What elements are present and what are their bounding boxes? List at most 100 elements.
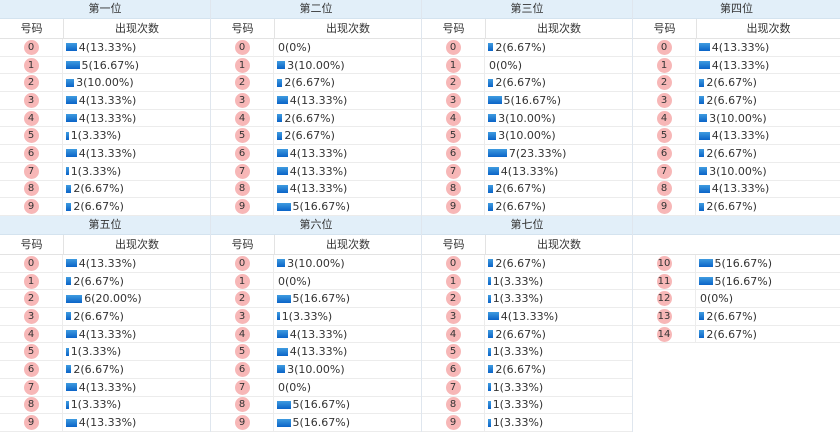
count-bar [66,149,77,158]
count-value: 5(16.67%) [714,274,773,288]
count-value: 1(3.33%) [492,292,544,306]
number-column-header: 号码 [0,19,64,38]
table-row: 1 1(3.33%) [422,272,632,291]
number-cell: 6 [0,361,63,378]
number-cell: 3 [422,308,485,325]
number-cell: 9 [422,198,485,215]
table-row: 8 1(3.33%) [422,396,632,415]
count-bar [699,277,713,286]
number-cell: 5 [633,127,696,145]
count-bar [699,114,708,123]
count-value: 4(13.33%) [289,164,348,178]
number-ball: 6 [234,361,250,377]
number-ball: 7 [234,163,250,179]
table-row: 8 2(6.67%) [422,180,632,199]
count-value: 2(6.67%) [73,200,124,214]
number-ball: 2 [23,291,39,307]
count-value: 3(10.00%) [287,256,345,270]
number-cell: 3 [422,92,485,109]
table-row: 9 5(16.67%) [211,198,421,216]
number-cell: 1 [422,272,485,290]
count-value: 5(16.67%) [292,398,351,412]
count-value: 4(13.33%) [500,309,559,323]
table-row: 3 2(6.67%) [633,92,840,110]
table-row: 3 5(16.67%) [422,92,632,110]
count-cell: 2(6.67%) [696,76,840,89]
number-cell: 4 [211,325,274,343]
count-cell: 2(6.67%) [696,200,840,213]
table-row: 4 3(10.00%) [422,109,632,128]
count-cell: 5(16.67%) [696,257,840,270]
count-bar [699,202,705,211]
number-ball: 4 [23,110,39,126]
number-cell: 6 [422,361,485,378]
count-cell: 1(3.33%) [63,398,210,411]
table-row: 9 5(16.67%) [211,414,421,432]
count-cell: 2(6.67%) [63,363,210,376]
number-cell: 2 [211,74,274,92]
table-row: 4 3(10.00%) [633,109,840,128]
count-bar [488,330,494,339]
count-value: 2(6.67%) [706,76,757,90]
table-row: 4 4(13.33%) [0,109,210,128]
number-ball: 9 [445,415,461,431]
number-ball: 11 [656,273,672,289]
count-column-header: 出现次数 [746,22,791,35]
number-ball: 1 [234,273,250,289]
count-bar [66,184,72,193]
count-cell: 1(3.33%) [485,345,632,358]
count-bar [66,277,72,286]
count-value: 0(0%) [278,40,312,54]
number-cell: 0 [211,255,274,272]
number-cell: 4 [0,325,63,343]
count-bar [699,184,710,193]
count-value: 1(3.33%) [492,380,544,394]
number-column-header: 号码 [633,19,697,38]
position-panel: 第六位 号码 出现次数 0 3(10.00%) 1 0(0%) 2 5(16.67%) 3 1(3.… [211,216,422,432]
count-column-header: 出现次数 [537,238,581,251]
count-value: 4(13.33%) [711,129,770,143]
count-value: 2(6.67%) [706,327,757,341]
number-column-header: 号码 [422,19,486,38]
count-bar [488,400,491,409]
count-cell: 2(6.67%) [696,94,840,107]
count-value: 4(13.33%) [78,256,137,270]
table-row: 5 4(13.33%) [211,343,421,362]
number-cell: 9 [633,198,696,215]
table-row: 0 3(10.00%) [211,255,421,273]
count-value: 5(16.67%) [81,58,140,72]
count-cell: 2(6.67%) [485,363,632,376]
count-value: 5(16.67%) [292,200,351,214]
count-value: 2(6.67%) [73,182,124,196]
panel-title: 第五位 [0,216,210,235]
number-cell: 2 [633,74,696,92]
number-ball: 13 [656,308,672,324]
number-cell: 6 [633,145,696,162]
number-ball: 8 [234,181,250,197]
count-bar [488,294,491,303]
count-cell: 3(10.00%) [696,165,840,178]
count-cell: 4(13.33%) [485,165,632,178]
table-row: 9 2(6.67%) [633,198,840,216]
number-ball: 0 [23,255,39,271]
number-ball: 2 [445,291,461,307]
number-ball: 1 [445,57,461,73]
count-bar [66,114,77,123]
count-bar [277,167,288,176]
count-cell: 1(3.33%) [485,416,632,429]
count-bar [488,383,491,392]
count-column-header: 出现次数 [115,238,159,251]
count-value: 1(3.33%) [492,345,544,359]
column-header: 号码 出现次数 [422,19,632,39]
number-ball: 4 [445,110,461,126]
column-header-empty [633,235,840,255]
number-ball: 0 [23,39,39,55]
count-cell: 1(3.33%) [485,381,632,394]
count-bar [488,167,499,176]
number-ball: 9 [656,199,672,215]
count-cell: 3(10.00%) [274,59,421,72]
count-bar [488,202,494,211]
count-cell: 3(10.00%) [485,129,632,142]
count-cell: 7(23.33%) [485,147,632,160]
table-row: 3 4(13.33%) [422,308,632,326]
